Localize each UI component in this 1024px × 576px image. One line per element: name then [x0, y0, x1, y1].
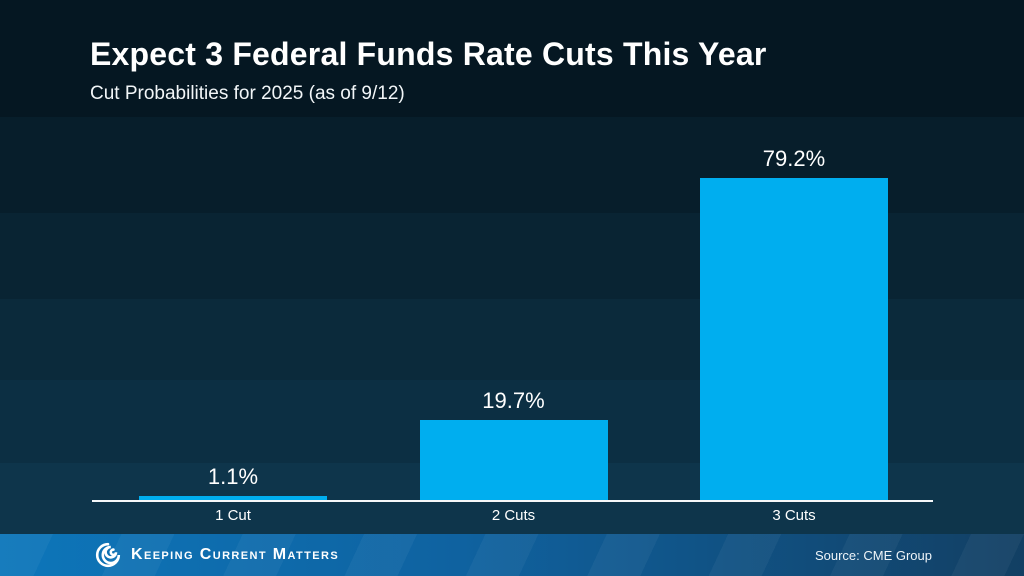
page-subtitle: Cut Probabilities for 2025 (as of 9/12): [90, 82, 405, 104]
brand-name: Keeping Current Matters: [131, 546, 340, 563]
bar-column-3-cuts: 79.2%: [700, 146, 888, 500]
footer-bar: Keeping Current Matters Source: CME Grou…: [0, 534, 1024, 576]
bar: [139, 496, 327, 500]
x-axis-line: [92, 500, 933, 502]
source-attribution: Source: CME Group: [814, 547, 932, 563]
page-title: Expect 3 Federal Funds Rate Cuts This Ye…: [90, 36, 767, 72]
x-axis-category-row: 1 Cut 2 Cuts 3 Cuts: [92, 507, 933, 527]
bar: [419, 420, 608, 500]
bar-value-label: 79.2%: [762, 146, 826, 171]
bar-column-1-cut: 1.1%: [139, 464, 327, 500]
chart-header: Expect 3 Federal Funds Rate Cuts This Ye…: [90, 36, 766, 105]
kcm-swirl-icon: [95, 542, 121, 568]
bar-value-label: 19.7%: [482, 388, 545, 413]
x-axis-tick-label: 2 Cuts: [491, 507, 536, 524]
x-axis-tick-label: 1 Cut: [215, 507, 251, 524]
x-axis-tick-label: 3 Cuts: [772, 507, 816, 524]
bar-column-2-cuts: 19.7%: [419, 388, 608, 500]
bar-value-label: 1.1%: [207, 464, 259, 489]
bar-chart-plot-area: 1.1% 19.7% 79.2%: [92, 140, 933, 500]
brand-lockup: Keeping Current Matters: [94, 541, 339, 569]
bar: [700, 178, 888, 500]
